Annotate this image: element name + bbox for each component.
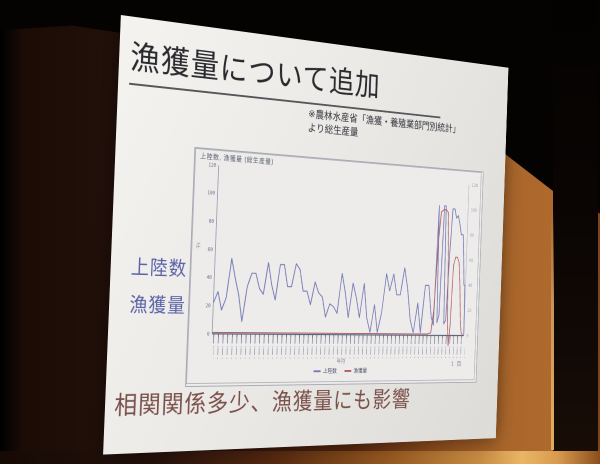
photo-of-projected-slide: 漁獲量について追加 ※農林水産省「漁獲・養殖業部門別統計」 より総生産量 上陸数… xyxy=(0,0,600,464)
dark-wall-band xyxy=(553,0,598,464)
bottom-note: 相関関係多少、漁獲量にも影響 xyxy=(114,382,412,422)
svg-text:40: 40 xyxy=(468,283,472,288)
legend-swatch-landings xyxy=(314,370,321,372)
svg-text:120: 120 xyxy=(472,183,478,189)
legend-label-landings: 上陸数 xyxy=(323,367,337,375)
svg-text:40: 40 xyxy=(206,275,211,281)
svg-text:0: 0 xyxy=(207,332,210,338)
presentation-slide: 漁獲量について追加 ※農林水産省「漁獲・養殖業部門別統計」 より総生産量 上陸数… xyxy=(103,15,508,455)
svg-text:100: 100 xyxy=(471,208,477,214)
y-axis-unit: 千t xyxy=(196,242,203,249)
y-axis-left xyxy=(212,165,219,334)
floor-strip xyxy=(0,451,600,464)
svg-text:0: 0 xyxy=(466,334,468,339)
line-chart: 上陸数, 漁獲量 (総生産量) 千t 0 0 20 20 40 4 xyxy=(185,147,484,387)
legend-label-catch: 漁獲量 xyxy=(353,366,367,374)
svg-text:20: 20 xyxy=(467,308,471,313)
x-tick-label-row-1 xyxy=(212,337,464,348)
legend-item-catch: 漁獲量 xyxy=(344,366,367,374)
legend-item-landings: 上陸数 xyxy=(313,367,337,375)
svg-text:80: 80 xyxy=(209,219,214,225)
chart-plot-area: 千t 0 0 20 20 40 40 60 60 80 80 100 100 120 120 xyxy=(186,148,482,384)
label-landings: 上陸数 xyxy=(130,251,187,281)
source-note: ※農林水産省「漁獲・養殖業部門別統計」 より総生産量 xyxy=(307,108,487,152)
label-catch: 漁獲量 xyxy=(129,289,186,319)
wall-band-highlight xyxy=(551,210,554,450)
svg-text:120: 120 xyxy=(208,162,216,169)
svg-text:60: 60 xyxy=(208,247,213,253)
svg-text:100: 100 xyxy=(207,190,215,196)
svg-text:20: 20 xyxy=(205,303,210,309)
chart-footer-mark: 1 頁 xyxy=(451,360,462,369)
svg-text:60: 60 xyxy=(469,258,473,263)
legend-swatch-catch xyxy=(344,370,351,372)
svg-text:80: 80 xyxy=(470,233,474,239)
